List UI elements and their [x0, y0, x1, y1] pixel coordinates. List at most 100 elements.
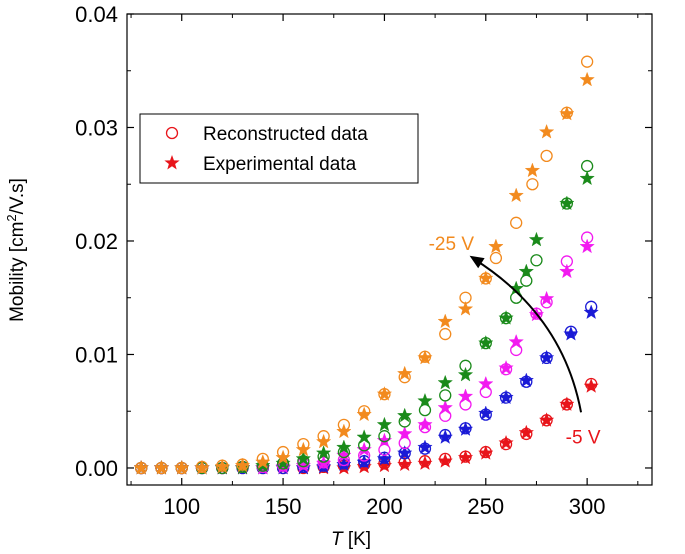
arrow-head — [469, 255, 485, 269]
annotation-minus-25v: -25 V — [429, 234, 475, 255]
reconstructed-point — [459, 359, 472, 372]
x-axis-title-unit: [K] — [343, 529, 372, 550]
legend-label-reconstructed: Reconstructed data — [203, 124, 368, 145]
experimental-point — [478, 405, 494, 421]
y-axis-title-base: Mobility [cm — [7, 222, 28, 322]
experimental-point — [397, 365, 413, 381]
reconstructed-point — [378, 451, 391, 464]
reconstructed-point — [459, 291, 472, 304]
reconstructed-point — [520, 375, 533, 388]
experimental-point — [417, 439, 433, 455]
reconstructed-point — [358, 405, 371, 418]
x-tick-label: 200 — [366, 494, 403, 519]
experimental-point — [538, 123, 555, 139]
experimental-point — [295, 450, 312, 466]
reconstructed-point — [479, 336, 492, 350]
reconstructed-point — [479, 445, 492, 459]
y-tick-label: 0.03 — [75, 115, 118, 140]
reconstructed-point — [195, 460, 209, 473]
reconstructed-point — [499, 312, 513, 325]
experimental-point — [417, 416, 433, 432]
reconstructed-point — [439, 428, 452, 442]
arrow-shaft — [473, 257, 583, 413]
reconstructed-point — [398, 436, 411, 450]
reconstructed-point — [459, 450, 472, 463]
x-tick-label: 300 — [569, 494, 606, 519]
experimental-point — [315, 445, 332, 460]
reconstructed-point — [398, 456, 411, 469]
reconstructed-point — [439, 327, 452, 341]
reconstructed-point — [216, 459, 229, 472]
reconstructed-point — [155, 461, 168, 475]
reconstructed-point — [585, 300, 598, 313]
plot-frame — [126, 13, 653, 486]
x-tick-label: 250 — [467, 494, 504, 519]
reconstructed-point — [297, 437, 310, 451]
reconstructed-point — [378, 443, 391, 456]
legend-circle-marker — [165, 126, 179, 140]
reconstructed-point — [585, 377, 598, 391]
experimental-point — [579, 170, 595, 186]
experimental-point — [518, 372, 535, 388]
experimental-point — [508, 333, 524, 349]
experimental-point — [457, 366, 474, 382]
reconstructed-point — [459, 398, 472, 411]
experimental-point — [579, 71, 595, 87]
reconstructed-point — [526, 178, 539, 191]
y-tick-label: 0.01 — [75, 342, 118, 367]
reconstructed-point — [337, 445, 351, 459]
reconstructed-point — [540, 296, 553, 309]
reconstructed-point — [499, 363, 513, 376]
reconstructed-point — [560, 197, 574, 210]
reconstructed-point — [439, 389, 452, 402]
experimental-point — [579, 238, 595, 254]
reconstructed-point — [358, 439, 371, 452]
x-axis-title: T [K] — [331, 529, 371, 550]
legend-box — [139, 113, 419, 184]
reconstructed-point — [398, 415, 411, 428]
reconstructed-point — [317, 430, 330, 443]
legend-label-experimental: Experimental data — [203, 154, 357, 175]
legend-star-marker — [164, 155, 180, 170]
reconstructed-point — [398, 447, 411, 460]
reconstructed-point — [439, 452, 452, 466]
reconstructed-point — [358, 455, 371, 468]
y-tick-label: 0.04 — [75, 2, 118, 27]
y-tick-label: 0.02 — [75, 229, 118, 254]
experimental-point — [559, 263, 575, 279]
reconstructed-point — [530, 254, 543, 267]
reconstructed-point — [520, 427, 533, 441]
reconstructed-point — [540, 414, 553, 427]
reconstructed-point — [418, 403, 432, 417]
reconstructed-point — [439, 409, 452, 422]
y-axis-title-rest: /V.s] — [7, 178, 28, 214]
reconstructed-point — [317, 456, 330, 469]
experimental-point — [518, 424, 535, 440]
reconstructed-point — [175, 461, 188, 475]
reconstructed-point — [580, 231, 594, 244]
experimental-point — [437, 399, 453, 415]
reconstructed-point — [580, 55, 594, 68]
reconstructed-point — [510, 343, 523, 357]
reconstructed-point — [520, 274, 533, 287]
experimental-point — [498, 360, 514, 375]
reconstructed-point — [560, 106, 574, 119]
reconstructed-point — [530, 307, 543, 320]
reconstructed-point — [418, 350, 432, 363]
y-tick-label: 0.00 — [75, 456, 118, 481]
reconstructed-point — [479, 408, 492, 421]
reconstructed-point — [560, 398, 574, 411]
reconstructed-point — [489, 251, 503, 265]
reconstructed-point — [560, 255, 574, 268]
reconstructed-point — [276, 445, 290, 459]
x-tick-label: 100 — [163, 494, 200, 519]
data-points — [133, 55, 599, 475]
reconstructed-point — [479, 272, 492, 285]
experimental-point — [437, 374, 453, 390]
reconstructed-point — [337, 418, 351, 431]
reconstructed-point — [135, 461, 148, 475]
experimental-point — [457, 300, 474, 316]
reconstructed-point — [580, 159, 594, 173]
y-axis-title: Mobility [cm2/V.s] — [4, 178, 28, 322]
